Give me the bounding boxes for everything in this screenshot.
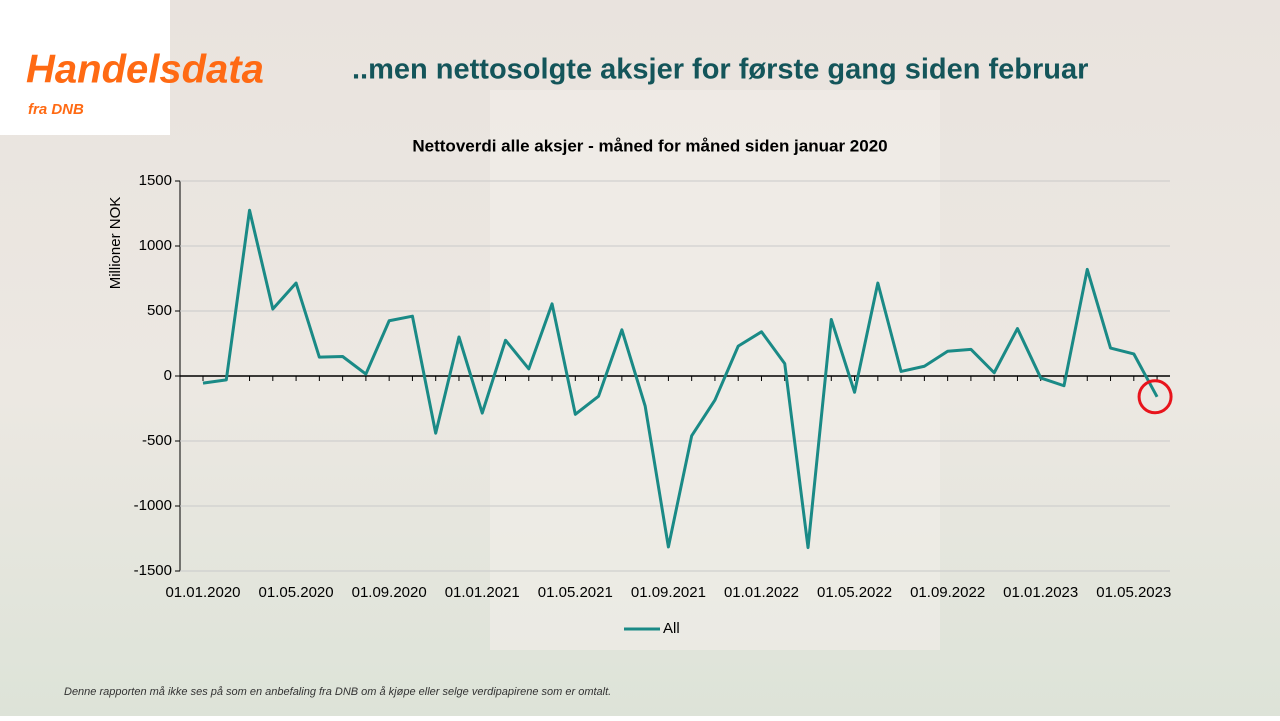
x-tick-label: 01.09.2022 [910,584,985,601]
x-tick-label: 01.05.2021 [538,584,613,601]
y-axis-label: Millioner NOK [107,197,124,290]
highlight-circle [1137,379,1173,415]
line-series [202,208,1159,550]
chart-title: Nettoverdi alle aksjer - måned for måned… [412,136,887,155]
x-tick-label: 01.09.2021 [631,584,706,601]
brand-sub: fra DNB [28,101,84,118]
brand-box [0,0,170,135]
y-tick-label: 1500 [139,172,172,189]
footnote: Denne rapporten må ikke ses på som en an… [64,686,611,698]
y-tick-label: 0 [164,367,172,384]
legend-label: All [663,620,680,637]
x-tick-label: 01.05.2022 [817,584,892,601]
x-tick-label: 01.01.2021 [445,584,520,601]
y-tick-label: -500 [142,432,172,449]
x-tick-label: 01.09.2020 [352,584,427,601]
background-photo [490,90,940,650]
y-tick-label: -1500 [134,562,172,579]
y-tick-label: -1000 [134,497,172,514]
x-tick-label: 01.01.2020 [165,584,240,601]
x-tick-label: 01.05.2020 [259,584,334,601]
x-tick-label: 01.01.2022 [724,584,799,601]
headline: ..men nettosolgte aksjer for første gang… [352,54,1088,86]
y-tick-label: 1000 [139,237,172,254]
x-tick-label: 01.01.2023 [1003,584,1078,601]
x-tick-label: 01.05.2023 [1096,584,1171,601]
y-tick-label: 500 [147,302,172,319]
brand: Handelsdata [26,48,264,92]
